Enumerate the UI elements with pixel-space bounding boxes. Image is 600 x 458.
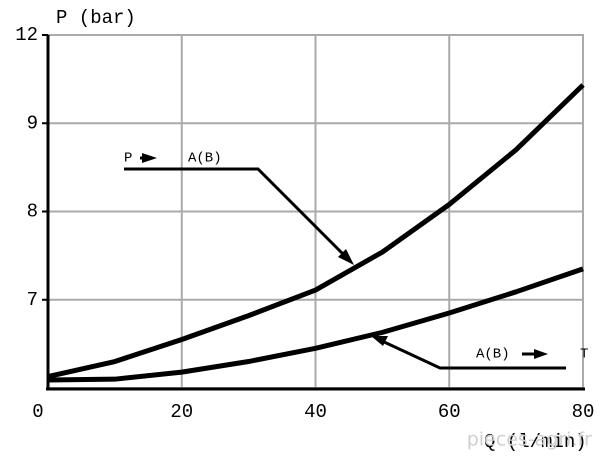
y-tick-label: 7	[27, 289, 38, 311]
x-tick-label: 0	[32, 401, 43, 423]
series-line	[47, 83, 585, 379]
leader-line	[124, 167, 347, 258]
annotation-arrow	[534, 349, 548, 359]
x-tick-label: 20	[170, 401, 193, 423]
x-axis-label: Q (l/min)	[484, 431, 587, 453]
y-tick-label: 8	[27, 201, 38, 223]
leader-arrow	[371, 336, 388, 346]
x-tick-label: 40	[304, 401, 327, 423]
y-axis-label: P (bar)	[56, 7, 136, 29]
annotation-to: A(B)	[188, 151, 222, 167]
series-group	[47, 83, 585, 383]
x-tick-label: 80	[572, 401, 595, 423]
series-line	[47, 266, 584, 383]
leader-line	[381, 339, 566, 370]
leader-arrow	[338, 249, 354, 265]
y-tick-label: 12	[15, 24, 38, 46]
annotation-to: T	[580, 347, 588, 363]
x-tick-label: 60	[438, 401, 461, 423]
watermark: pieces-agri.fr	[467, 429, 592, 451]
y-tick-label: 9	[27, 112, 38, 134]
annotation-from: A(B)	[476, 347, 510, 363]
annotation-from: P	[124, 151, 132, 167]
